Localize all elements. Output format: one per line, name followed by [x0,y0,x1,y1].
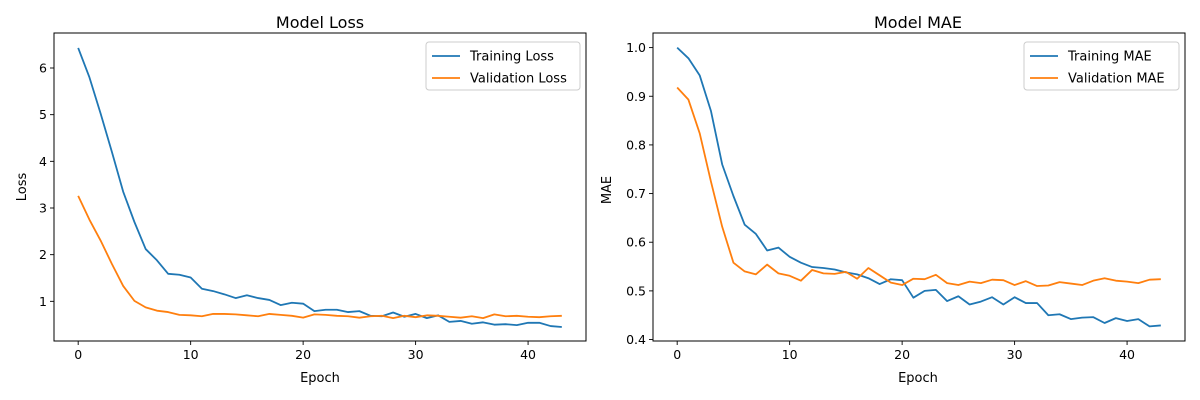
mae-chart-title: Model MAE [874,13,962,32]
mae-legend-label-training: Training MAE [1067,50,1152,65]
mae-axis-ticks: 0 10 20 30 40 0.4 0.5 0.6 0.7 0.8 0.9 1.0 [626,40,1135,362]
loss-x-tick-label: 20 [295,347,311,362]
mae-y-tick-label: 1.0 [626,40,646,55]
loss-x-tick-label: 40 [520,347,536,362]
loss-legend-label-validation: Validation Loss [470,72,567,87]
mae-y-tick-label: 0.7 [626,186,646,201]
loss-y-tick-label: 3 [39,201,47,216]
mae-plot-frame [652,32,1186,342]
mae-y-tick-label: 0.9 [626,89,646,104]
loss-series-line-training [77,47,562,328]
mae-x-tick-label: 30 [1007,347,1023,362]
mae-x-tick-label: 10 [782,347,798,362]
loss-y-tick-label: 1 [39,294,47,309]
loss-legend: Training Loss Validation Loss [425,41,581,91]
mae-y-tick-label: 0.4 [626,332,646,347]
loss-x-tick-label: 0 [74,347,82,362]
mae-series-lines [676,46,1161,328]
mae-y-tick-label: 0.6 [626,235,646,250]
loss-axis-ticks: 0 10 20 30 40 1 2 3 4 5 6 [39,61,536,363]
mae-series-line-training [676,46,1161,328]
loss-x-axis-label: Epoch [300,371,340,386]
loss-x-tick-label: 30 [408,347,424,362]
loss-x-tick-label: 10 [183,347,199,362]
mae-x-axis-label: Epoch [898,371,938,386]
mae-y-tick-label: 0.8 [626,137,646,152]
loss-y-tick-label: 2 [39,247,47,262]
loss-legend-box [425,41,581,91]
mae-legend-box [1023,41,1180,91]
mae-x-tick-label: 0 [673,347,681,362]
loss-y-axis-label: Loss [15,173,30,202]
loss-chart: Model Loss 0 10 20 30 40 1 2 3 4 5 6 Epoch Loss Tr… [15,13,587,386]
mae-y-axis-label: MAE [600,176,615,204]
mae-y-tick-label: 0.5 [626,283,646,298]
mae-x-tick-label: 20 [894,347,910,362]
loss-chart-title: Model Loss [276,13,364,32]
mae-x-tick-label: 40 [1119,347,1135,362]
loss-series-line-validation [77,195,562,320]
loss-series-lines [77,47,562,328]
mae-legend: Training MAE Validation MAE [1023,41,1180,91]
loss-legend-label-training: Training Loss [469,50,554,65]
loss-y-tick-label: 5 [39,107,47,122]
mae-chart: Model MAE 0 10 20 30 40 0.4 0.5 0.6 0.7 0.8 0.9 1.0… [600,13,1186,386]
mae-series-line-validation [676,86,1161,287]
loss-y-tick-label: 6 [39,61,47,76]
loss-plot-frame [53,32,587,342]
mae-legend-label-validation: Validation MAE [1068,72,1165,87]
loss-y-tick-label: 4 [39,154,47,169]
